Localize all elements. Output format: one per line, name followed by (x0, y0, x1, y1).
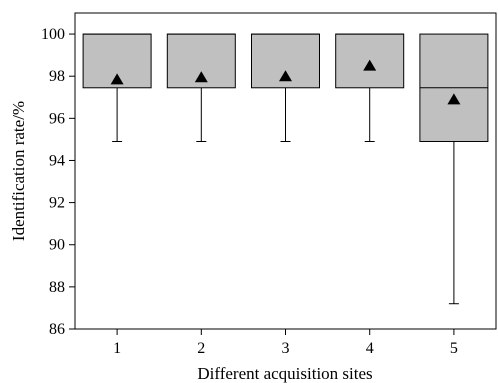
y-tick-label: 92 (49, 195, 65, 212)
y-tick-label: 94 (49, 152, 65, 169)
x-tick-label: 3 (282, 340, 290, 357)
x-tick-label: 5 (450, 340, 458, 357)
mean-marker (110, 73, 124, 85)
x-tick-label: 1 (113, 340, 121, 357)
box-item (419, 33, 489, 305)
box-item (335, 33, 405, 143)
y-tick-label: 90 (49, 237, 65, 254)
mean-marker (447, 93, 461, 105)
y-tick-label: 88 (49, 279, 65, 296)
y-axis-label: Identification rate/% (9, 101, 28, 241)
y-tick-label: 98 (49, 68, 65, 85)
mean-marker (194, 71, 208, 83)
mean-marker (279, 70, 292, 82)
box-item (251, 33, 320, 143)
mean-marker (363, 59, 377, 71)
x-tick-label: 2 (197, 340, 205, 357)
x-tick-label: 4 (366, 340, 374, 357)
y-tick-label: 86 (49, 321, 65, 338)
box-series (82, 33, 489, 305)
y-tick-label: 96 (49, 110, 65, 127)
x-axis-label: Different acquisition sites (197, 364, 372, 383)
box-item (166, 33, 236, 143)
box-item (82, 33, 152, 143)
x-axis: 1 2 3 4 5 (113, 329, 458, 357)
y-axis: 86 88 90 92 94 96 98 100 (41, 26, 75, 338)
y-tick-label: 100 (41, 26, 65, 43)
